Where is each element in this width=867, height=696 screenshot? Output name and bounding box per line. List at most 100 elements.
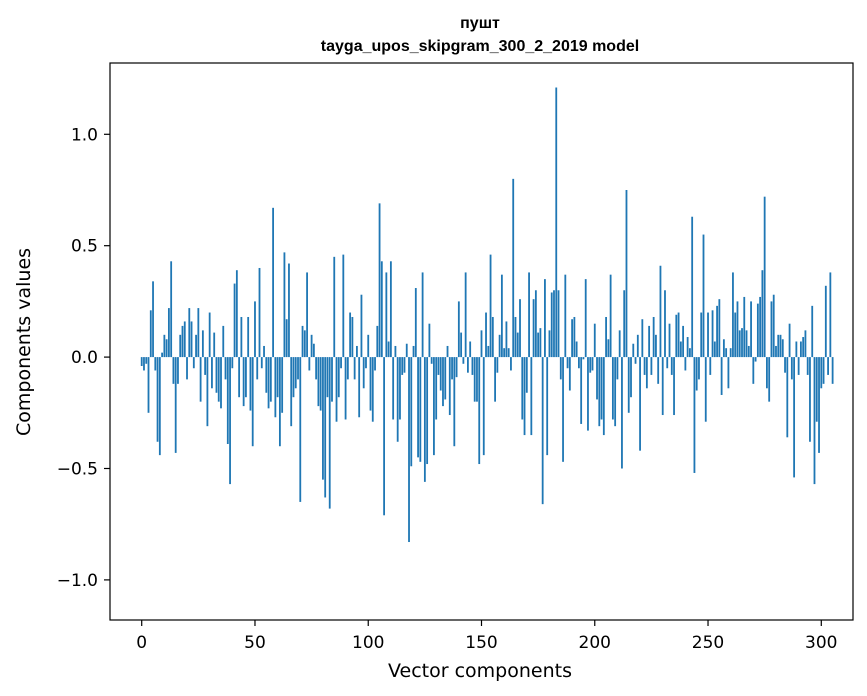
bar — [636, 334, 639, 358]
bar — [559, 357, 562, 380]
bar — [725, 348, 728, 358]
bar — [745, 330, 748, 358]
x-tick-label: 100 — [352, 633, 384, 653]
bar — [428, 323, 431, 358]
bar — [593, 323, 596, 358]
bar — [299, 357, 302, 502]
bar — [582, 357, 585, 360]
bar — [290, 357, 293, 427]
bar — [609, 274, 612, 358]
bar — [433, 357, 435, 456]
bar — [229, 357, 231, 485]
bar — [242, 357, 245, 407]
bar — [532, 299, 535, 358]
bar — [285, 319, 288, 358]
bar — [337, 357, 340, 398]
bar — [673, 357, 675, 416]
bar — [414, 288, 417, 358]
bar — [306, 272, 308, 358]
bar — [301, 325, 304, 358]
bar — [505, 321, 508, 358]
bar — [682, 325, 685, 358]
bar — [353, 357, 356, 380]
bar — [512, 178, 515, 358]
bar — [704, 357, 707, 422]
bar — [575, 341, 578, 358]
bar — [344, 357, 347, 420]
bar — [747, 345, 750, 358]
bar — [541, 357, 544, 505]
bar — [460, 332, 463, 358]
bar — [514, 316, 517, 358]
bar — [385, 272, 388, 358]
bar — [149, 310, 152, 358]
bar — [494, 357, 496, 402]
bar — [272, 207, 274, 358]
bar — [736, 301, 739, 358]
bar — [537, 332, 540, 358]
bar — [349, 312, 352, 358]
bar — [768, 357, 771, 402]
bar — [600, 357, 603, 420]
bar — [448, 357, 451, 416]
bar — [326, 357, 329, 398]
bar — [777, 334, 780, 358]
bar — [263, 345, 265, 358]
bar — [247, 316, 250, 358]
bar — [786, 357, 789, 438]
bar — [818, 357, 820, 453]
bar — [684, 357, 687, 371]
bar — [519, 299, 521, 358]
bar — [174, 357, 177, 453]
bar — [523, 357, 526, 436]
bar — [206, 357, 209, 427]
y-axis-ticks: −1.0 −0.5 0.0 0.5 1.0 — [57, 125, 110, 591]
bar — [356, 345, 358, 358]
bar — [713, 341, 716, 358]
bar — [788, 323, 791, 358]
bar — [457, 301, 460, 358]
bar — [557, 290, 560, 358]
bar — [380, 261, 383, 358]
bar — [779, 334, 782, 358]
bar — [312, 343, 315, 358]
bar — [199, 357, 202, 402]
bar — [319, 357, 322, 411]
bar — [827, 357, 829, 375]
bar-series — [140, 87, 834, 543]
bar — [358, 357, 361, 418]
bar — [611, 357, 614, 420]
bar — [766, 357, 768, 389]
bar — [630, 357, 632, 398]
bar — [718, 299, 721, 358]
bar — [439, 357, 442, 391]
bar — [163, 334, 166, 358]
bar — [822, 357, 825, 384]
bar — [181, 325, 184, 358]
bar — [201, 330, 204, 358]
bar — [824, 285, 827, 358]
bar — [761, 270, 764, 358]
bar — [294, 357, 297, 389]
bar — [226, 357, 229, 444]
bar — [403, 357, 406, 373]
bar — [186, 357, 188, 380]
bar — [245, 357, 247, 398]
bar — [602, 357, 605, 436]
bar — [738, 330, 741, 358]
bar — [829, 272, 832, 358]
bar — [315, 357, 318, 380]
bar — [328, 357, 331, 509]
bar — [813, 357, 816, 485]
bar — [401, 357, 404, 375]
bar — [192, 357, 195, 369]
bar — [308, 357, 311, 371]
bar — [269, 357, 272, 402]
bar — [170, 261, 173, 358]
bar — [165, 339, 168, 358]
bar — [831, 357, 834, 384]
bar — [763, 196, 766, 358]
bar — [534, 290, 537, 358]
bar — [498, 334, 501, 358]
